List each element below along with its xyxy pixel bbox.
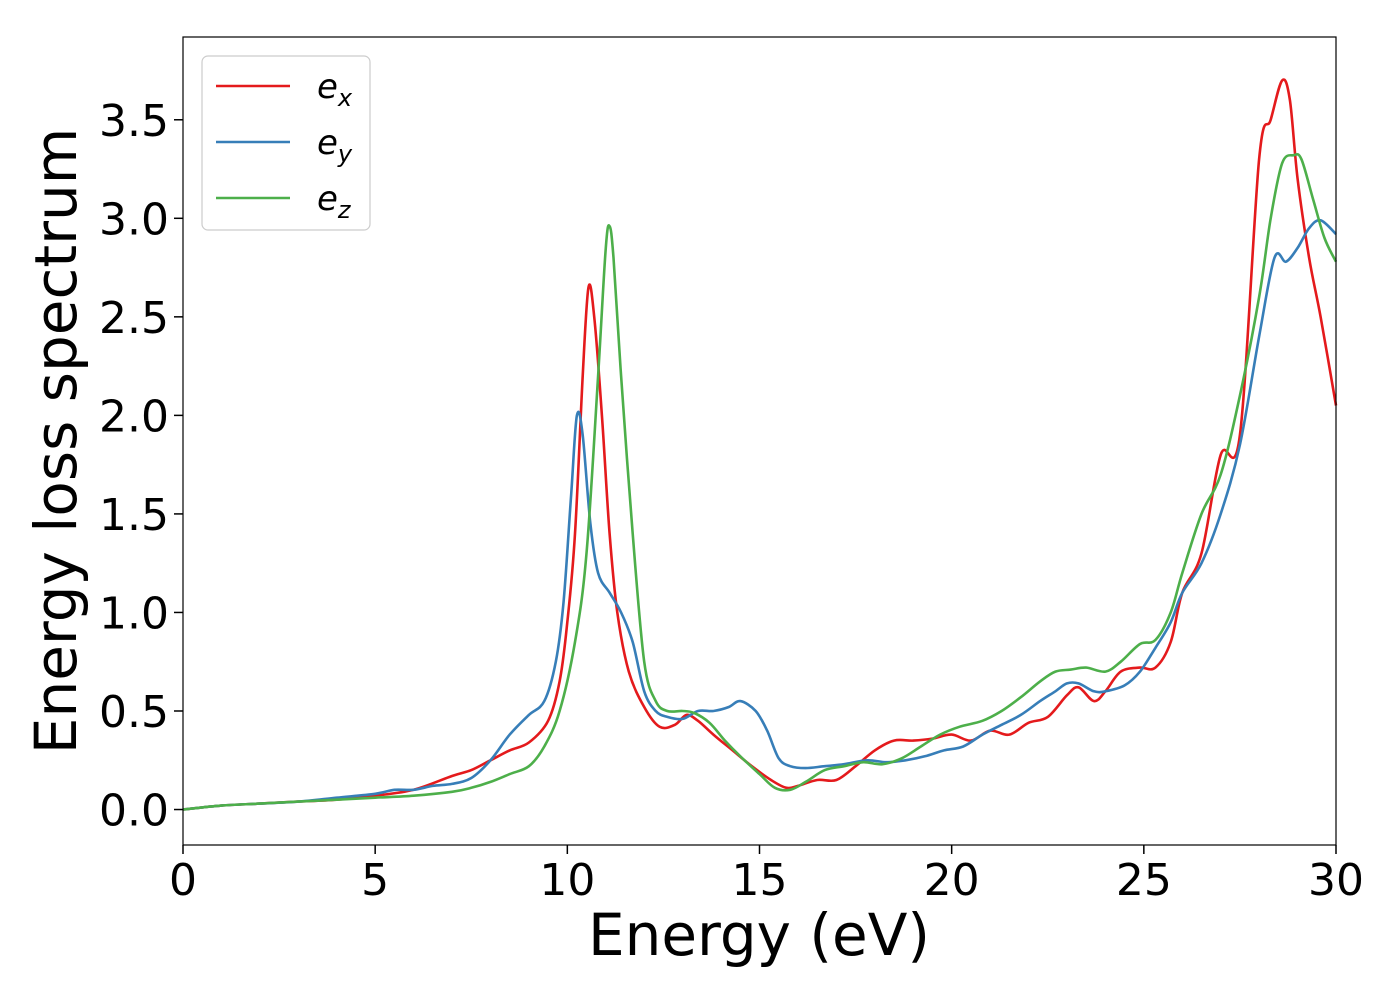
x-tick-label: 10 <box>539 855 595 906</box>
series-line-ez <box>182 152 1338 811</box>
legend-label-ey: ey <box>317 123 353 168</box>
x-tick-label: 15 <box>732 855 788 906</box>
legend: ex ey ez <box>201 55 371 231</box>
x-tick-label: 0 <box>169 855 197 906</box>
x-tick-label: 20 <box>924 855 980 906</box>
y-tick-label: 2.0 <box>99 391 169 442</box>
series-line-ey <box>182 218 1337 811</box>
y-tick-label: 0.5 <box>99 687 169 738</box>
y-axis-title: Energy loss spectrum <box>22 128 90 754</box>
y-tick-label: 3.0 <box>99 194 169 245</box>
y-axis: 0.0 0.5 1.0 1.5 2.0 2.5 3.0 3.5 <box>99 96 183 837</box>
series-layer <box>182 78 1338 811</box>
x-tick-label: 5 <box>361 855 389 906</box>
y-tick-label: 2.5 <box>99 293 169 344</box>
legend-label-ex: ex <box>317 67 353 112</box>
x-axis: 0 5 10 15 20 25 30 <box>169 845 1364 906</box>
y-tick-label: 3.5 <box>99 96 169 147</box>
y-tick-label: 1.0 <box>99 588 169 639</box>
x-axis-title: Energy (eV) <box>588 901 930 969</box>
x-tick-label: 25 <box>1116 855 1172 906</box>
legend-label-ez: ez <box>317 179 352 224</box>
y-tick-label: 1.5 <box>99 490 169 541</box>
x-tick-label: 30 <box>1308 855 1364 906</box>
y-tick-label: 0.0 <box>99 786 169 837</box>
